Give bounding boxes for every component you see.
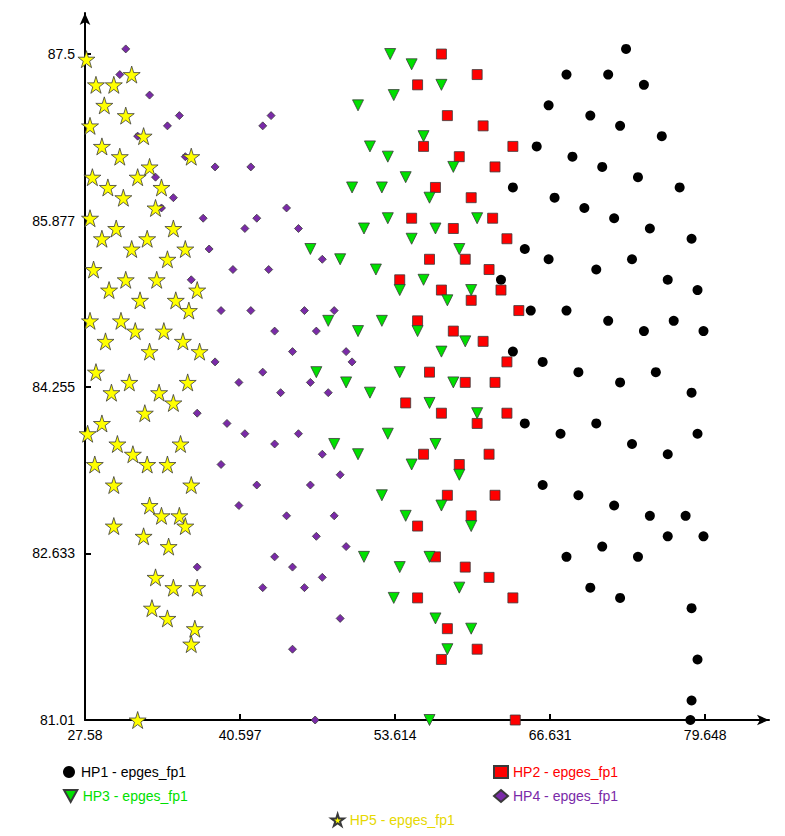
svg-text:81.01: 81.01 [40,712,75,728]
svg-text:84.255: 84.255 [32,379,75,395]
svg-text:66.631: 66.631 [529,727,572,743]
svg-text:82.633: 82.633 [32,545,75,561]
svg-text:40.597: 40.597 [219,727,262,743]
svg-text:27.58: 27.58 [67,727,102,743]
svg-text:HP3 - epges_fp1: HP3 - epges_fp1 [83,788,188,804]
svg-text:87.5: 87.5 [48,46,75,62]
svg-text:79.648: 79.648 [684,727,727,743]
svg-text:HP2 - epges_fp1: HP2 - epges_fp1 [513,764,618,780]
svg-text:HP1 - epges_fp1: HP1 - epges_fp1 [81,764,186,780]
svg-text:85.877: 85.877 [32,213,75,229]
svg-text:HP4 - epges_fp1: HP4 - epges_fp1 [513,788,618,804]
svg-text:HP5 - epges_fp1: HP5 - epges_fp1 [350,812,455,828]
svg-text:53.614: 53.614 [374,727,417,743]
